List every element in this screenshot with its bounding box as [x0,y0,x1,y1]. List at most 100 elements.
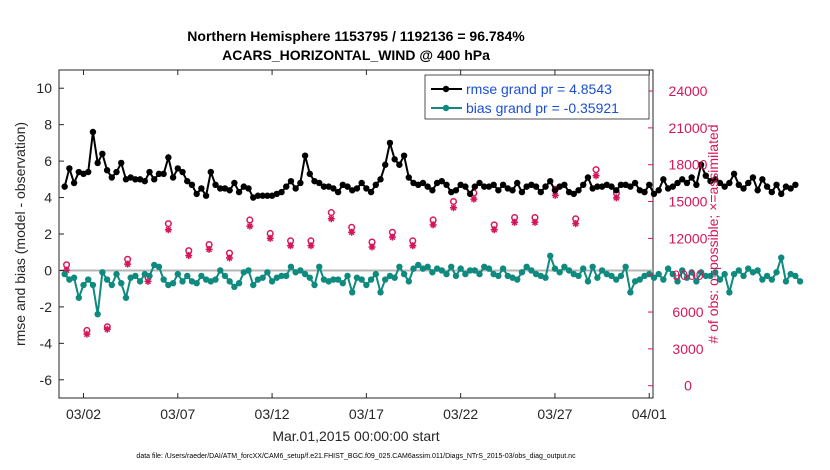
y-axis-label-left: rmse and bias (model - observation) [12,122,28,346]
bias-point [221,272,229,280]
rmse-point [655,187,662,194]
rmse-point [259,192,266,199]
rmse-point [70,179,78,187]
bias-point [759,276,766,283]
bias-point [547,252,554,260]
bias-point [495,272,502,280]
obs-assimilated-marker [368,243,376,251]
rmse-point [151,176,158,183]
rmse-point [419,179,427,187]
bias-point [693,278,700,285]
bias-point [499,265,507,272]
obs-assimilated-marker [185,252,193,260]
bias-point [89,281,97,289]
y-right-tick-label: 9000 [672,267,703,283]
bias-point [466,267,474,274]
bias-point [636,276,643,283]
rmse-point [146,168,153,176]
legend-bias-marker [442,104,450,112]
obs-assimilated-marker [124,260,132,268]
chart-title-line2: ACARS_HORIZONTAL_WIND @ 400 hPa [222,47,490,63]
rmse-point [551,187,559,194]
rmse-point [113,168,120,176]
y-left-tick-label: 0 [44,262,52,278]
rmse-point [174,165,181,172]
legend-rmse-marker [442,85,450,93]
rmse-point [66,165,73,172]
legend-box [424,74,650,120]
rmse-point [292,185,299,192]
rmse-point [301,152,309,159]
bias-point [363,281,370,289]
bias-point [740,272,747,280]
x-tick-label: 03/02 [66,406,101,422]
bias-point [424,263,431,270]
obs-assimilated-marker [266,234,274,242]
rmse-point [768,188,775,196]
bias-point [763,272,771,280]
bias-point [697,269,705,276]
obs-assimilated-marker [388,233,396,241]
bias-point [235,280,243,287]
bias-point [730,270,738,278]
rmse-point [532,183,540,190]
y-left-tick-label: 4 [44,190,52,206]
rmse-point [99,150,106,158]
bias-point [523,263,530,270]
rmse-point [514,179,521,187]
rmse-point [316,179,323,187]
y-right-tick-label: 12000 [669,230,708,246]
y-left-tick-label: -4 [40,335,53,351]
rmse-point [518,188,526,196]
rmse-point [297,179,304,187]
obs-assimilated-marker [409,242,417,250]
bias-point [669,270,676,278]
rmse-point [160,170,167,178]
rmse-point [188,181,196,188]
rmse-point [749,174,757,181]
bias-point [311,281,318,289]
bias-point [245,267,252,274]
bias-point [462,270,469,278]
rmse-point [202,192,210,199]
rmse-point [462,183,469,190]
bias-point [268,278,276,285]
obs-possible-marker [449,197,458,206]
rmse-point [650,190,658,198]
bias-point [457,265,464,272]
rmse-point [759,176,766,183]
rmse-point [363,185,370,192]
rmse-point [344,183,351,190]
bias-point [679,267,686,274]
rmse-point [61,183,68,190]
rmse-point [745,179,752,187]
rmse-point [466,190,474,198]
bias-point [103,276,111,283]
rmse-point [641,188,648,196]
rmse-point [235,188,243,196]
bias-point [773,269,780,276]
x-tick-label: 03/07 [160,406,195,422]
y-right-tick-label: 21000 [669,120,708,136]
bias-point [301,270,309,278]
bias-point [792,272,799,280]
obs-assimilated-marker [225,254,233,262]
bias-point [391,274,398,281]
bias-point [415,261,422,269]
obs-assimilated-marker [572,220,580,228]
bias-point [542,274,549,281]
y-right-tick-label: 0 [684,378,692,394]
bias-point [726,289,733,296]
bias-point [768,276,775,283]
obs-assimilated-marker [470,195,478,203]
rmse-point [726,179,733,187]
bias-point [193,280,200,287]
legend-bias-label: bias grand pr = -0.35921 [466,100,619,116]
rmse-point [613,187,620,194]
bias-point [452,272,460,280]
bias-point [448,263,455,270]
bias-point [471,267,478,274]
obs-assimilated-marker [531,218,539,226]
bias-point [61,270,68,278]
y-left-tick-label: 8 [44,117,52,133]
